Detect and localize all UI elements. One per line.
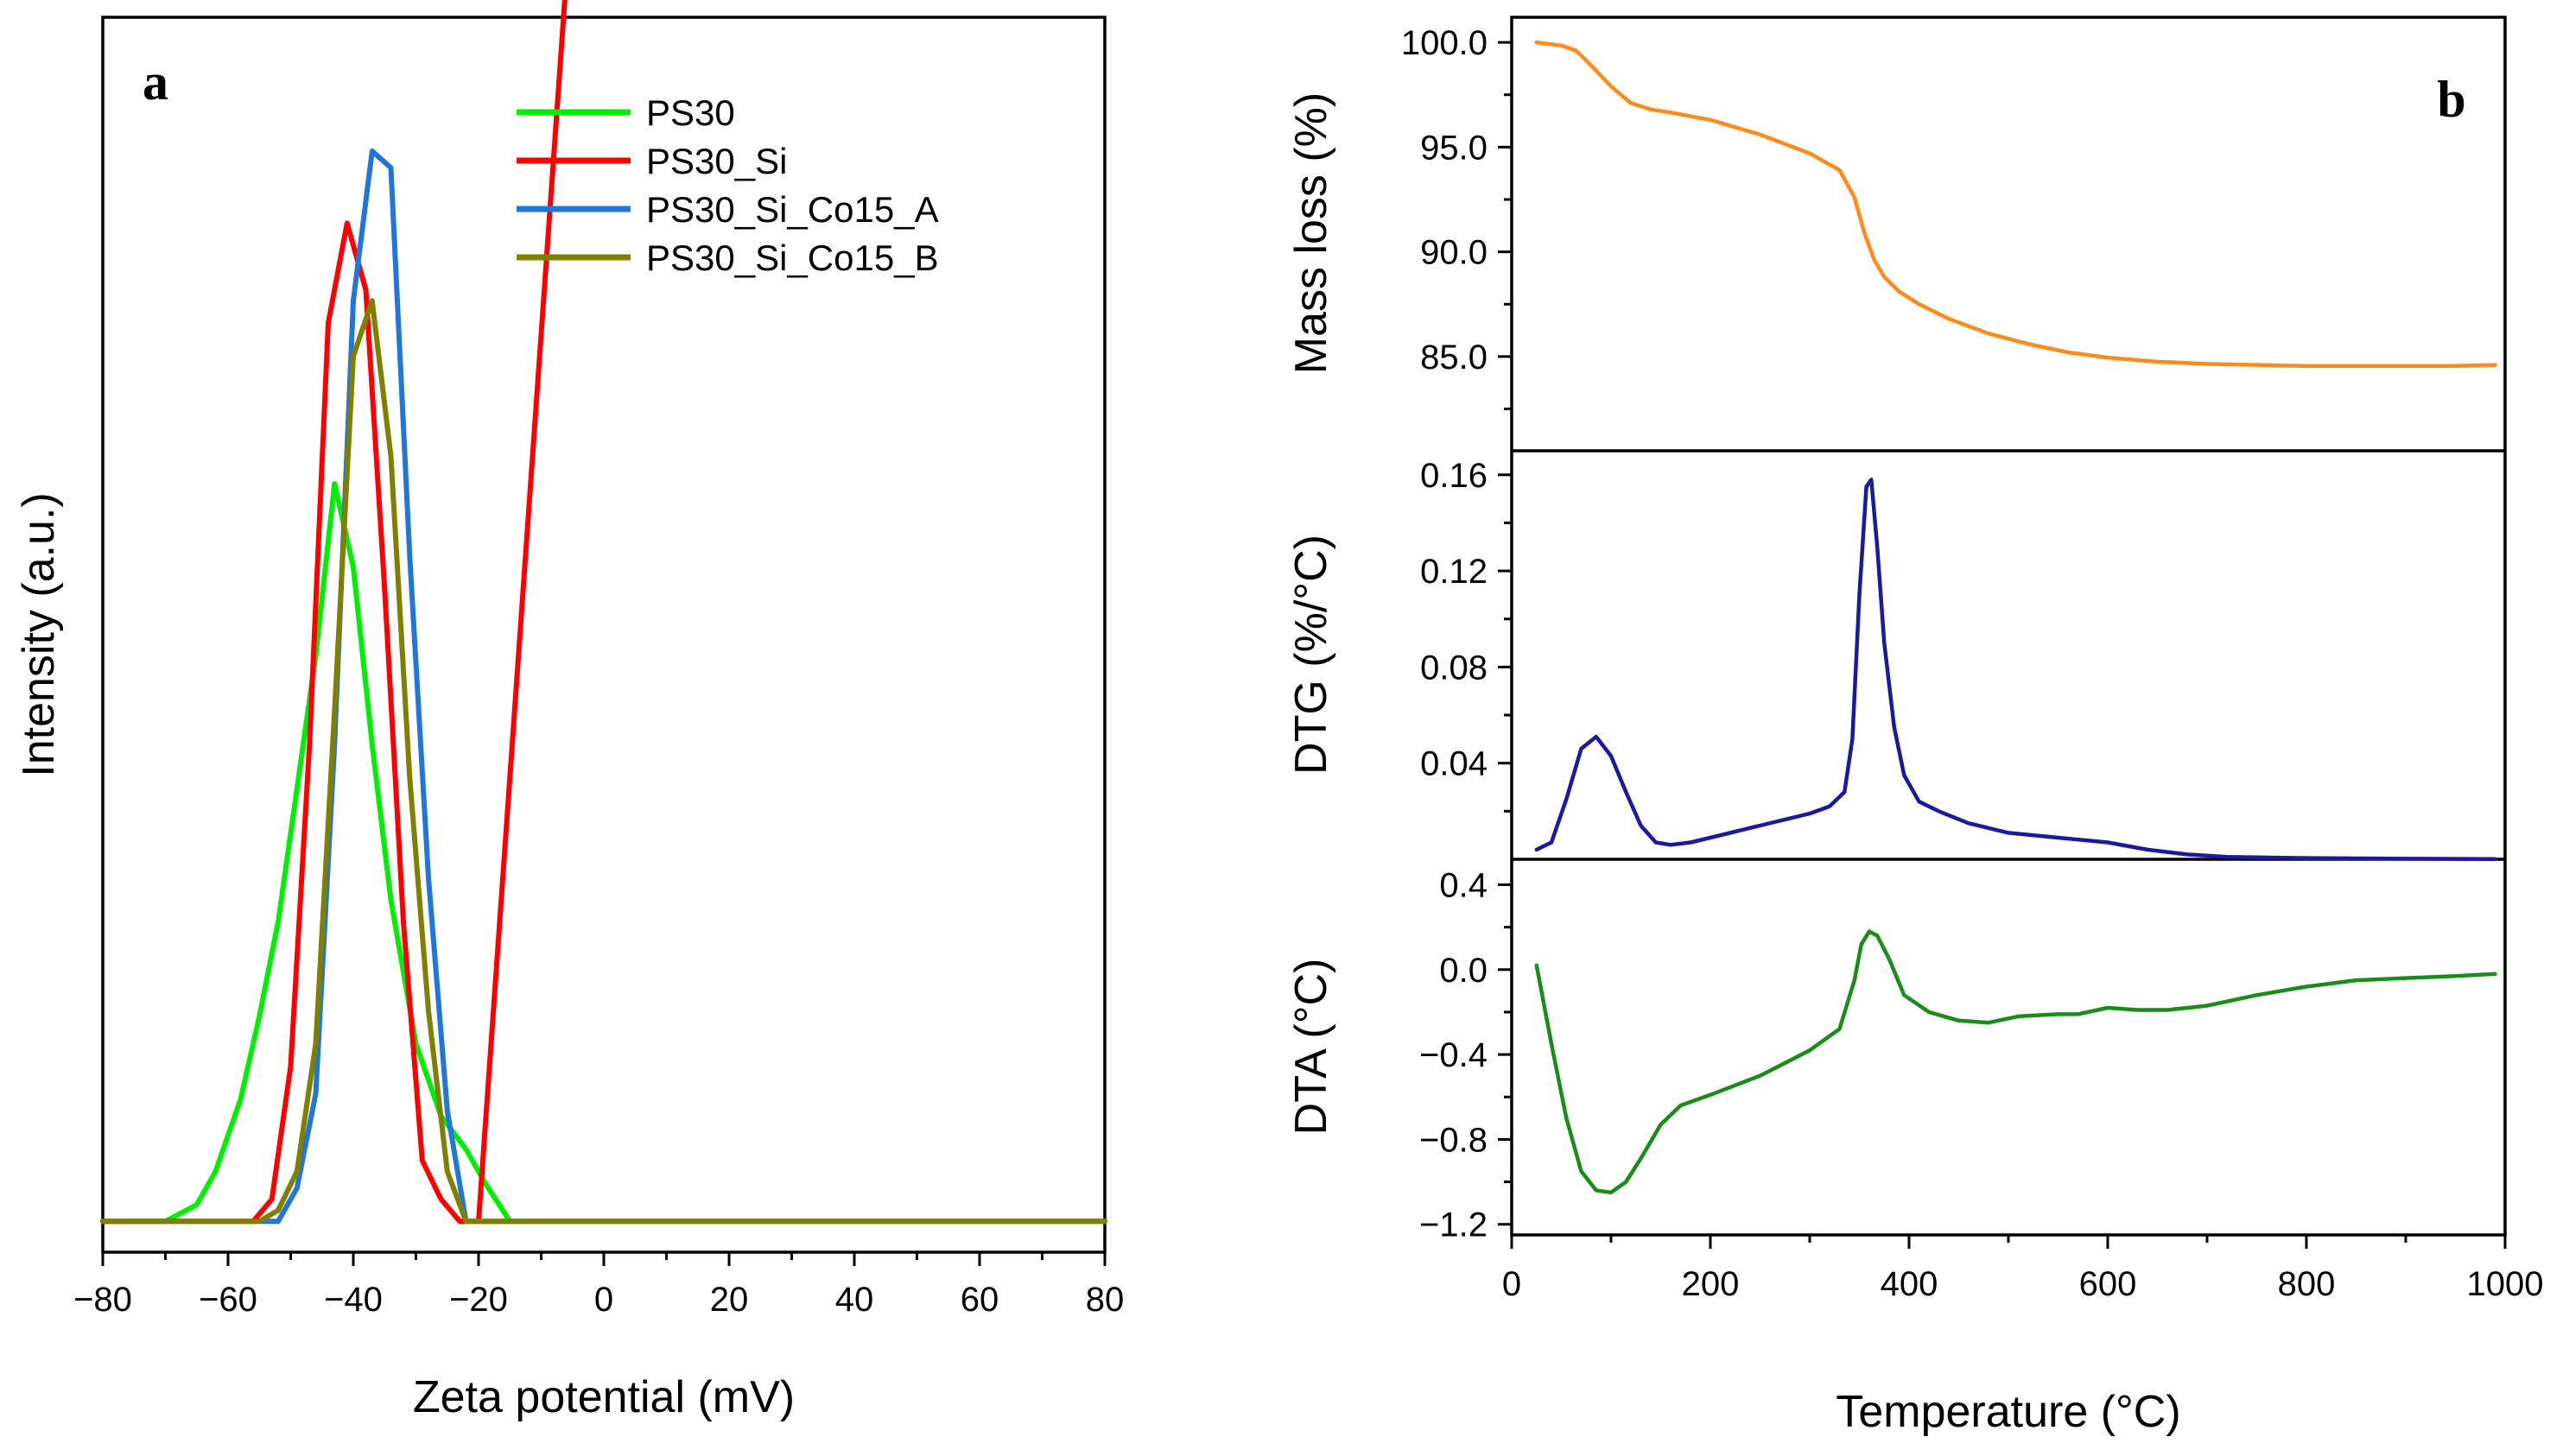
dta-y-tick-label: 0.4 [1439, 866, 1487, 904]
panel-a-x-tick-label: 20 [710, 1281, 749, 1319]
dta-y-tick-label: −0.4 [1419, 1036, 1487, 1074]
mass-loss-y-tick-label: 90.0 [1420, 234, 1487, 272]
dtg-series-line [1534, 478, 2497, 861]
panel-a-x-tick-label: 60 [961, 1281, 999, 1319]
legend-label-ps30: PS30 [646, 92, 735, 133]
mass-loss-y-tick-label: 95.0 [1420, 129, 1487, 167]
dta-y-tick-label: 0.0 [1439, 952, 1487, 990]
mass-loss-series-line [1534, 40, 2497, 369]
panel-a-x-ticks: −80 −60 −40 −20 0 20 40 60 80 [73, 1252, 1124, 1319]
mass-loss-y-tick-label: 100.0 [1401, 24, 1487, 62]
panel-b-series [1534, 40, 2497, 1195]
panel-a-series [100, 0, 1107, 1225]
dta-y-tick-label: −1.2 [1419, 1206, 1487, 1244]
panel-a-legend: PS30 PS30_Si PS30_Si_Co15_A PS30_Si_Co15_B [517, 92, 939, 278]
dtg-y-axis-title: DTG (%/°C) [1286, 535, 1336, 775]
dta-series-line [1534, 929, 2497, 1195]
panel-a-series-line-ps30-si-co15-a [100, 149, 1107, 1225]
panel-a-x-tick-label: −20 [449, 1281, 508, 1319]
panel-b-x-axis-title: Temperature (°C) [1836, 1387, 2180, 1437]
panel-a-x-tick-label: 0 [594, 1281, 613, 1319]
panel-a-plot-frame [101, 16, 1107, 1254]
panel-b-x-tick-label: 200 [1682, 1265, 1740, 1303]
legend-label-ps30-si-co15-a: PS30_Si_Co15_A [646, 189, 939, 230]
dtg-y-tick-label: 0.16 [1420, 457, 1487, 495]
panel-a-x-tick-label: −60 [199, 1281, 257, 1319]
panel-b-x-tick-label: 1000 [2467, 1265, 2544, 1303]
dta-y-tick-label: −0.8 [1419, 1121, 1487, 1159]
panel-b-x-tick-label: 0 [1502, 1265, 1521, 1303]
panel-a-y-axis-title: Intensity (a.u.) [14, 492, 64, 776]
panel-a-zeta-potential-chart: −80 −60 −40 −20 0 20 40 60 80 PS30 PS30_Si PS30_Si… [14, 0, 1124, 1422]
panel-a-x-tick-label: −40 [324, 1281, 383, 1319]
panel-a-x-tick-label: 40 [835, 1281, 874, 1319]
panel-a-series-line-ps30-si [100, 0, 568, 1225]
panel-a-series-line-ps30 [100, 481, 1107, 1225]
panel-b-x-tick-label: 400 [1881, 1265, 1938, 1303]
mass-loss-y-axis-title: Mass loss (%) [1286, 92, 1336, 374]
dtg-y-tick-label: 0.04 [1420, 745, 1487, 783]
legend-label-ps30-si-co15-b: PS30_Si_Co15_B [646, 237, 939, 278]
legend-label-ps30-si: PS30_Si [646, 141, 787, 181]
panel-a-x-axis-title: Zeta potential (mV) [413, 1372, 795, 1422]
panel-a-letter: a [143, 54, 168, 111]
panel-b-x-tick-label: 800 [2278, 1265, 2336, 1303]
panel-a-x-tick-label: 80 [1086, 1281, 1125, 1319]
panel-b-thermal-analysis-chart: 0 200 400 600 800 1000 85.0 90.0 95.0 100.0 0.04 0.… [1286, 16, 2544, 1437]
panel-b-letter: b [2437, 71, 2465, 128]
panel-b-ticks: 0 200 400 600 800 1000 85.0 90.0 95.0 100.0 0.04 0.… [1401, 24, 2544, 1303]
dtg-y-tick-label: 0.08 [1420, 649, 1487, 687]
panel-b-plot-frame [1510, 16, 2507, 1237]
panel-a-x-tick-label: −80 [73, 1281, 132, 1319]
panel-b-x-tick-label: 600 [2079, 1265, 2137, 1303]
dta-y-axis-title: DTA (°C) [1286, 959, 1336, 1136]
mass-loss-y-tick-label: 85.0 [1420, 339, 1487, 377]
dtg-y-tick-label: 0.12 [1420, 553, 1487, 591]
panel-a-series-line-ps30-si-co15-b [100, 298, 1107, 1225]
